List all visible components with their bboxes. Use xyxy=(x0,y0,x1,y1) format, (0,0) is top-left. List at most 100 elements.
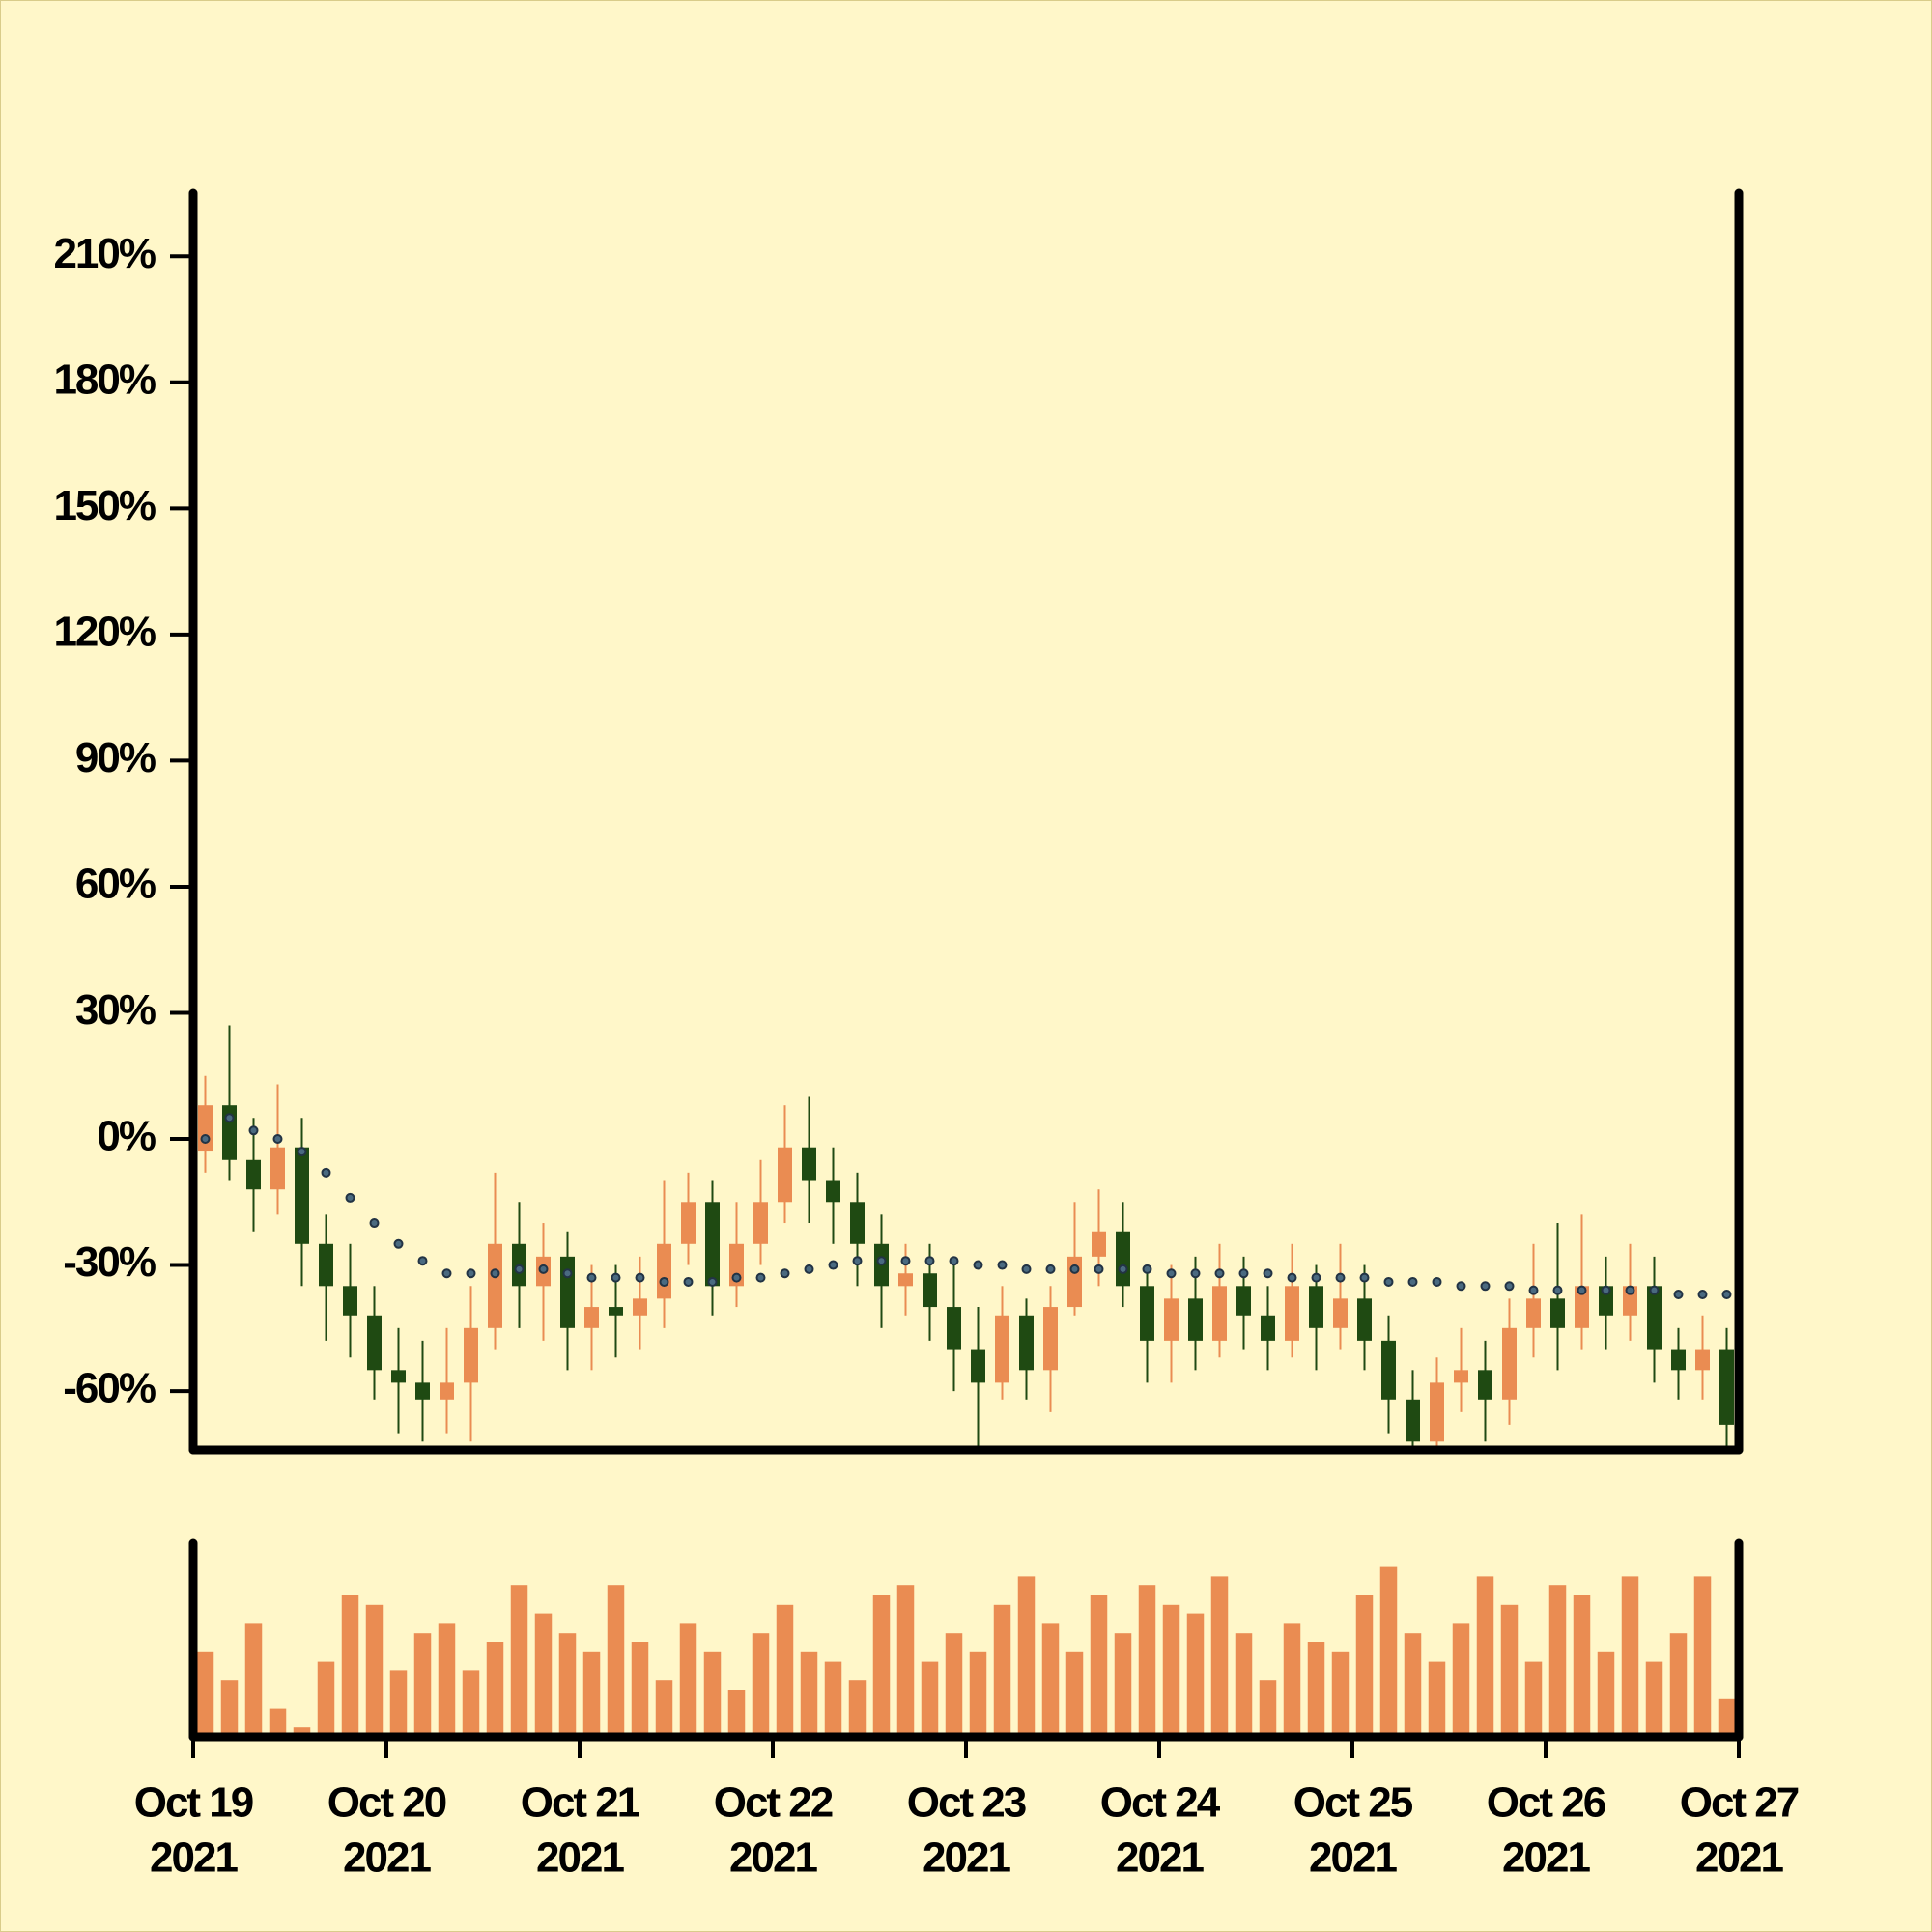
moving-average-point xyxy=(852,1256,863,1266)
moving-average-point xyxy=(1673,1290,1684,1300)
candle-body xyxy=(295,1147,309,1244)
candle-body xyxy=(1164,1298,1179,1341)
volume-bar xyxy=(269,1708,287,1737)
x-tick-label: 2021 xyxy=(150,1834,238,1882)
moving-average-point xyxy=(514,1264,525,1274)
moving-average-point xyxy=(1263,1268,1273,1279)
moving-average-point xyxy=(828,1260,838,1270)
moving-average-point xyxy=(755,1272,766,1283)
volume-bar xyxy=(1331,1651,1350,1737)
volume-bar xyxy=(582,1651,601,1737)
candle-body xyxy=(657,1243,671,1299)
candle-body xyxy=(1140,1286,1154,1341)
volume-bar xyxy=(1283,1623,1301,1737)
candle-body xyxy=(1236,1286,1251,1316)
candle-body xyxy=(826,1180,840,1203)
candle-body xyxy=(1430,1382,1444,1442)
moving-average-point xyxy=(1407,1276,1418,1287)
x-tick-label: 2021 xyxy=(343,1834,431,1882)
candle-body xyxy=(802,1147,816,1181)
volume-bar xyxy=(413,1633,432,1737)
moving-average-point xyxy=(1649,1285,1660,1295)
moving-average-point xyxy=(1456,1281,1466,1292)
candle-body xyxy=(1454,1370,1468,1383)
candle-body xyxy=(971,1349,985,1383)
volume-bar xyxy=(607,1585,625,1737)
volume-bar xyxy=(1645,1661,1663,1737)
candle-body xyxy=(1092,1231,1106,1257)
moving-average-point xyxy=(659,1276,669,1287)
volume-bar xyxy=(824,1661,842,1737)
volume-bar xyxy=(800,1651,818,1737)
moving-average-point xyxy=(1577,1285,1587,1295)
volume-bar xyxy=(1404,1633,1422,1737)
candle-body xyxy=(1695,1349,1710,1371)
moving-average-point xyxy=(1166,1268,1177,1279)
volume-bar xyxy=(776,1604,794,1737)
volume-bar xyxy=(365,1604,384,1737)
volume-bar xyxy=(1524,1661,1543,1737)
x-tick-label: Oct 26 xyxy=(1487,1779,1605,1827)
moving-average-point xyxy=(297,1147,307,1157)
volume-bar xyxy=(196,1651,214,1737)
candle-body xyxy=(1719,1349,1734,1425)
candle-body xyxy=(367,1315,382,1371)
candle-body xyxy=(1357,1298,1372,1341)
moving-average-point xyxy=(1383,1276,1394,1287)
x-tick-label: 2021 xyxy=(1695,1834,1783,1882)
y-tick-label: 180% xyxy=(53,355,155,403)
moving-average-point xyxy=(1359,1272,1370,1283)
moving-average-point xyxy=(586,1272,597,1283)
volume-bar xyxy=(1210,1576,1229,1737)
candle-body xyxy=(1647,1286,1662,1350)
volume-bar xyxy=(1307,1642,1325,1737)
volume-bar xyxy=(244,1623,263,1737)
moving-average-point xyxy=(804,1264,814,1274)
volume-bar xyxy=(1186,1613,1205,1737)
volume-bar xyxy=(679,1623,697,1737)
volume-bar xyxy=(1500,1604,1519,1737)
volume-bar xyxy=(752,1633,770,1737)
moving-average-point xyxy=(1190,1268,1201,1279)
moving-average-point xyxy=(997,1260,1008,1270)
moving-average-point xyxy=(1094,1264,1104,1274)
price-panel xyxy=(198,1025,1734,1450)
volume-panel xyxy=(196,1566,1736,1737)
volume-bar xyxy=(1114,1633,1132,1737)
volume-bar xyxy=(872,1595,891,1737)
moving-average-point xyxy=(1552,1285,1563,1295)
x-tick-label: 2021 xyxy=(1116,1834,1204,1882)
y-tick-label: 30% xyxy=(75,986,156,1034)
candle-body xyxy=(898,1273,913,1287)
moving-average-point xyxy=(1311,1272,1321,1283)
candle-body xyxy=(464,1327,478,1383)
candle-body xyxy=(1043,1307,1058,1371)
candle-body xyxy=(1285,1286,1299,1341)
moving-average-point xyxy=(441,1268,452,1279)
candle-body xyxy=(1478,1370,1492,1400)
x-tick-label: Oct 19 xyxy=(134,1779,253,1827)
volume-bar xyxy=(655,1680,673,1737)
volume-bar xyxy=(703,1651,722,1737)
volume-bar xyxy=(1718,1698,1736,1737)
candle-body xyxy=(995,1315,1009,1383)
volume-bar xyxy=(945,1633,963,1737)
candle-body xyxy=(1333,1298,1348,1328)
candle-body xyxy=(1381,1340,1396,1400)
moving-average-point xyxy=(683,1276,694,1287)
candle-body xyxy=(198,1105,213,1152)
candle-body xyxy=(850,1202,865,1244)
volume-bar xyxy=(993,1604,1011,1737)
moving-average-point xyxy=(1601,1285,1611,1295)
candle-body xyxy=(246,1159,261,1190)
moving-average-point xyxy=(1069,1264,1080,1274)
moving-average-point xyxy=(1480,1281,1491,1292)
candle-body xyxy=(584,1307,599,1328)
volume-bar xyxy=(510,1585,528,1737)
volume-bar xyxy=(462,1670,480,1737)
volume-bar xyxy=(848,1680,867,1737)
moving-average-point xyxy=(321,1167,331,1178)
volume-bar xyxy=(341,1595,359,1737)
candle-body xyxy=(560,1256,575,1328)
moving-average-point xyxy=(1142,1264,1152,1274)
